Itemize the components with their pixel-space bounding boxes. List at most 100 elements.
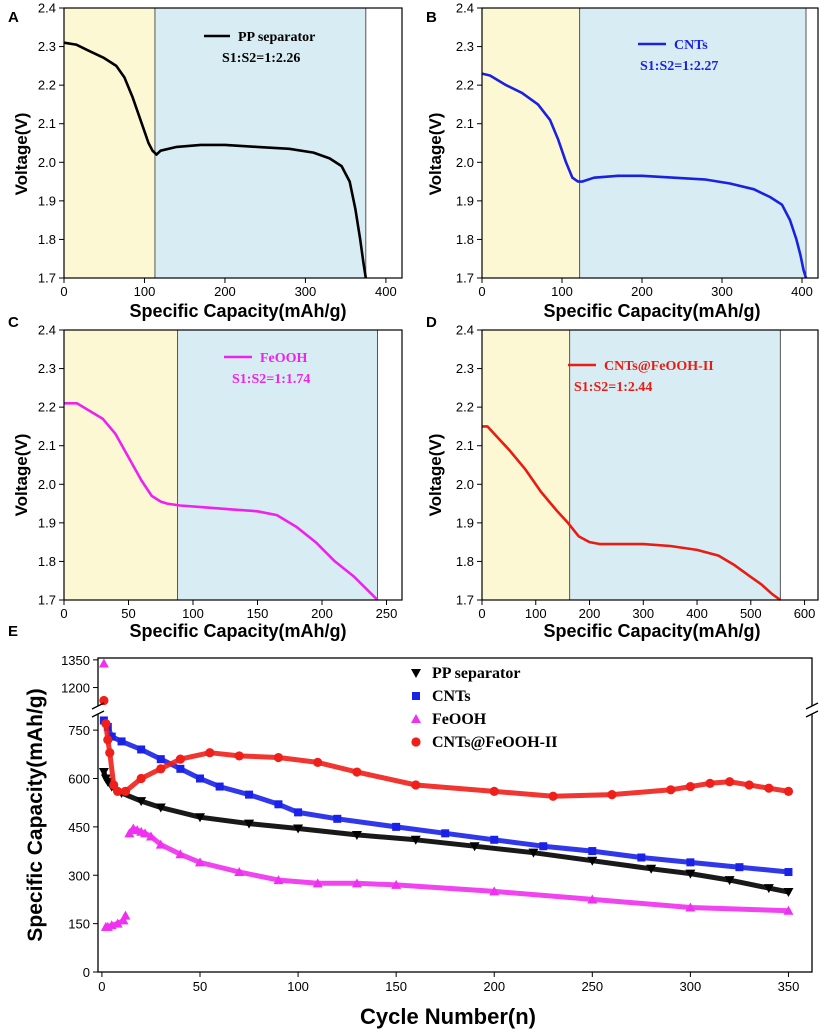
- legend-marker-feooh: [411, 714, 421, 723]
- panel-b-label: B: [426, 9, 437, 26]
- data-point-pp-separator: [195, 813, 205, 823]
- panel-e-y-tick-label: 300: [68, 868, 90, 883]
- panel-e-label: E: [8, 623, 18, 640]
- panel-e-x-tick-label: 200: [483, 979, 505, 994]
- panel-d: D 0 100 200 300 400 500 600 1.7 1.8 1.9 2.0 2.1 2.2 2…: [426, 314, 819, 641]
- data-point-cnts-feooh-ii: [273, 752, 284, 763]
- data-point-cnts: [215, 782, 224, 791]
- panel-e-ylabel: Specific Capacity(mAh/g): [24, 688, 47, 941]
- panel-e-x-tick-label: 250: [581, 979, 603, 994]
- data-point-cnts-feooh-ii: [313, 757, 323, 767]
- panel-c-frame: [63, 329, 403, 601]
- left-axis-break-mark: [91, 710, 105, 718]
- panel-e-y-tick-label: 450: [68, 820, 90, 835]
- data-point-cnts: [539, 842, 548, 851]
- panel-d-legend: CNTs@FeOOH-II S1:S2=1:2.44: [568, 359, 714, 395]
- panel-a-x-tick-label: 100: [134, 284, 156, 299]
- panel-c-x-tick-label: 0: [60, 606, 67, 621]
- panel-a-ticks: 0 100 200 300 400 1.7 1.8 1.9 2.0 2.1 2.2 2.3 2.4: [38, 1, 397, 300]
- data-point-cnts: [294, 808, 303, 817]
- panel-a-legend-label: PP separator: [238, 30, 315, 45]
- data-point-cnts: [735, 863, 744, 872]
- panel-d-frame: [481, 329, 819, 601]
- panel-d-legend-label: CNTs@FeOOH-II: [604, 359, 714, 374]
- data-point-pp-separator: [646, 864, 657, 874]
- panel-b-y-tick-label: 2.1: [456, 116, 474, 131]
- panel-d-y-tick-label: 1.9: [456, 515, 474, 530]
- panel-c-y-tick-label: 2.3: [38, 361, 56, 376]
- data-point-cnts-feooh-ii: [205, 748, 215, 758]
- panel-c-x-tick-label: 100: [182, 606, 204, 621]
- panel-c-series-line: [64, 401, 379, 601]
- data-point-cnts-feooh-ii: [352, 767, 362, 777]
- panel-d-x-tick-label: 400: [686, 606, 708, 621]
- panel-d-plot: [482, 425, 782, 602]
- panel-e-x-tick-label: 150: [385, 979, 407, 994]
- panel-a-y-tick-label: 1.8: [38, 232, 56, 247]
- data-point-cnts: [686, 858, 695, 867]
- panel-c-ticks: 0 50 100 150 200 250 1.7 1.8 1.9 2.0 2.1 2.2 2.3 2.4: [38, 323, 397, 622]
- panel-b-y-tick-label: 2.0: [456, 155, 474, 170]
- panel-d-y-tick-label: 1.7: [456, 593, 474, 608]
- panel-a-y-tick-label: 2.3: [38, 39, 56, 54]
- data-point-cnts-feooh-ii: [156, 764, 166, 774]
- data-point-cnts-feooh-ii: [705, 778, 715, 788]
- data-point-pp-separator: [102, 777, 113, 787]
- data-point-feooh: [273, 875, 284, 885]
- data-point-cnts-feooh-ii: [607, 790, 617, 800]
- data-point-pp-separator: [410, 835, 421, 845]
- panel-a-legend-ratio: S1:S2=1:2.26: [222, 51, 300, 66]
- panel-c-label: C: [8, 314, 19, 331]
- data-point-feooh: [312, 878, 323, 888]
- panel-c-y-tick-label: 1.7: [38, 593, 56, 608]
- legend-marker-cnts-feooh-ii: [411, 737, 421, 747]
- panel-b: B 0 100 200 300 4001.71.81.92.02.12.22.32.4 …: [426, 1, 819, 321]
- panel-e-y-tick-label: 600: [68, 772, 90, 787]
- panel-a-label: A: [8, 9, 19, 26]
- panel-c-y-tick-label: 1.9: [38, 515, 56, 530]
- data-point-feooh: [175, 849, 186, 859]
- panel-e-y-tick-label: 750: [68, 723, 90, 738]
- data-point-pp-separator: [763, 884, 774, 894]
- data-point-cnts-feooh-ii: [113, 786, 123, 797]
- data-point-cnts: [588, 847, 597, 856]
- panel-b-ticks: 0 100 200 300 400 1.7 1.8 1.9 2.0 2.1 2.2 2.3 2.4: [456, 1, 813, 300]
- legend-marker-cnts: [412, 692, 420, 700]
- panel-d-x-tick-label: 300: [632, 606, 654, 621]
- data-point-pp-separator: [98, 768, 109, 778]
- panel-d-x-tick-label: 500: [740, 606, 762, 621]
- panel-b-y-tick-label: 2.3: [456, 39, 474, 54]
- data-point-cnts-feooh-ii: [783, 786, 794, 797]
- panel-c-x-tick-label: 150: [247, 606, 269, 621]
- data-point-cnts-feooh-ii: [548, 791, 558, 801]
- panel-a-legend: PP separator S1:S2=1:2.26: [204, 30, 315, 66]
- panel-a-x-tick-label: 400: [375, 284, 397, 299]
- panel-d-xlabel: Specific Capacity(mAh/g): [543, 621, 760, 641]
- panel-e-y-tick-label: 1350: [61, 653, 90, 668]
- data-point-pp-separator: [244, 819, 255, 829]
- panel-e-y-tick-label: 150: [68, 917, 90, 932]
- data-point-cnts-feooh-ii: [744, 780, 754, 790]
- panel-c-legend: FeOOH S1:S2=1:1.74: [224, 351, 310, 387]
- data-point-cnts-feooh-ii: [725, 777, 735, 787]
- data-point-cnts: [196, 774, 204, 783]
- panel-d-y-tick-label: 2.0: [456, 477, 474, 492]
- panel-e-frame: [97, 657, 813, 973]
- panel-a-plot: [63, 41, 368, 279]
- data-point-cnts: [245, 790, 254, 799]
- data-point-feooh: [685, 902, 696, 912]
- data-point-feooh: [391, 879, 402, 889]
- panel-c-legend-label: FeOOH: [260, 351, 308, 366]
- data-point-cnts-feooh-ii: [764, 783, 774, 793]
- panel-c-x-tick-label: 250: [376, 606, 398, 621]
- panel-d-ticks: 0 100 200 300 400 500 600 1.7 1.8 1.9 2.0 2.1 2.2 2.3…: [456, 323, 815, 622]
- data-point-feooh: [155, 839, 166, 849]
- data-point-cnts: [490, 835, 499, 844]
- panel-c-region-2: [177, 330, 378, 600]
- data-point-cnts: [392, 822, 401, 831]
- panel-c-y-tick-label: 2.2: [38, 400, 56, 415]
- panel-b-x-tick-label: 300: [711, 284, 733, 299]
- panel-e-x-tick-label: 0: [98, 979, 105, 994]
- panel-b-legend: CNTs S1:S2=1:2.27: [638, 38, 718, 74]
- panel-b-series-line: [481, 72, 808, 279]
